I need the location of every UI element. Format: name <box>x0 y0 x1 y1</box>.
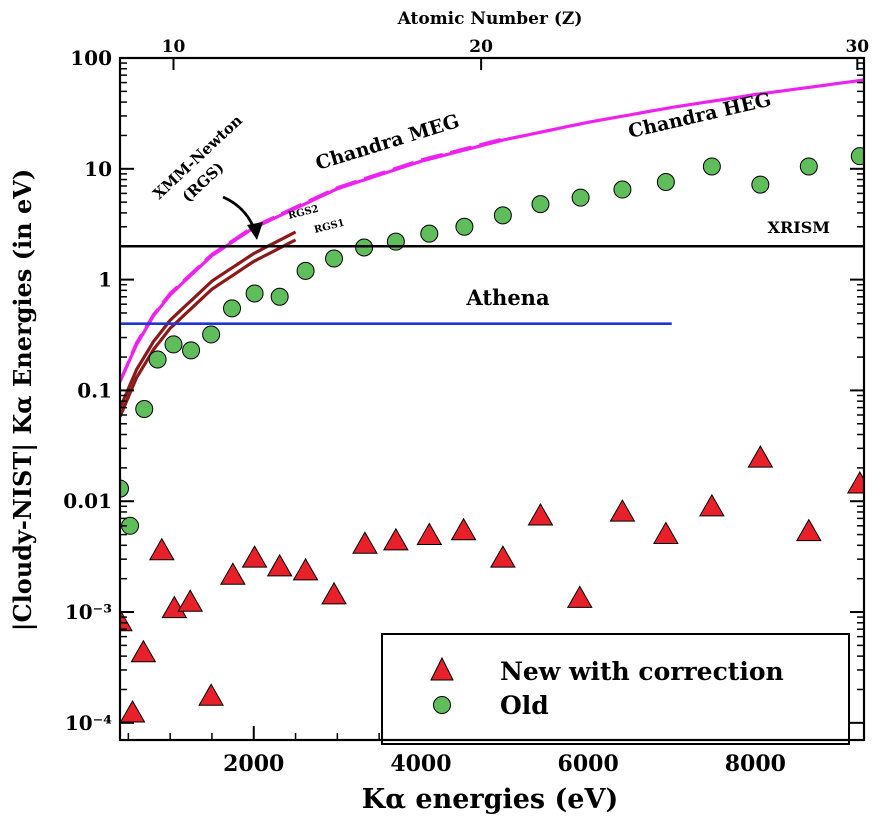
chandra-meg-curve <box>120 137 505 383</box>
y-tick-label: 1 <box>98 268 112 292</box>
circle-marker <box>148 350 167 369</box>
legend-label-old: Old <box>500 691 549 720</box>
x-tick-label: 8000 <box>725 751 786 777</box>
xmm-arrow-head <box>247 222 263 240</box>
x-axis-title: Kα energies (eV) <box>362 784 618 815</box>
triangle-marker <box>352 531 378 554</box>
y-tick-label: 0.01 <box>63 489 112 513</box>
legend-label-new: New with correction <box>500 657 784 686</box>
x-tick-label: 4000 <box>390 751 451 777</box>
circle-marker <box>135 399 154 418</box>
circle-marker <box>164 335 183 354</box>
triangle-marker <box>566 585 593 608</box>
circle-marker <box>799 157 818 176</box>
top-axis-title: Atomic Number (Z) <box>397 9 583 29</box>
triangle-marker <box>321 581 347 605</box>
circle-marker <box>270 287 289 306</box>
rgs2-label: RGS2 <box>287 204 320 222</box>
athena-label: Athena <box>465 285 550 310</box>
top-tick-label: 20 <box>469 37 493 57</box>
triangle-marker <box>120 608 133 632</box>
y-tick-label: 10⁻⁴ <box>65 711 112 735</box>
plot-area <box>120 78 864 723</box>
triangle-marker <box>609 499 636 522</box>
triangle-marker <box>450 517 477 541</box>
y-tick-label: 10 <box>84 157 112 181</box>
triangle-marker <box>292 557 319 581</box>
circle-marker <box>223 299 242 318</box>
x-tick-label: 6000 <box>558 751 619 777</box>
circle-marker <box>245 284 264 303</box>
circle-marker <box>751 175 770 194</box>
triangle-marker <box>653 521 679 545</box>
circle-marker <box>455 217 474 236</box>
legend-triangle-marker <box>430 656 454 681</box>
circle-marker <box>325 249 344 268</box>
legend: New with correction Old <box>381 633 850 745</box>
top-tick-label: 10 <box>162 37 186 57</box>
triangle-marker <box>490 545 516 568</box>
legend-box <box>381 633 850 745</box>
circle-marker <box>420 224 439 243</box>
triangle-marker <box>416 522 443 546</box>
circle-marker <box>493 206 512 225</box>
circle-marker <box>702 157 721 176</box>
circle-marker <box>850 147 864 166</box>
y-tick-label: 10⁻³ <box>65 600 112 624</box>
triangle-marker <box>527 503 554 526</box>
axis-ticks: 10⁻⁴ 10⁻³ 0.01 0.1 1 10 100 2000 4000 6000 8000 10 2… <box>63 37 869 777</box>
triangle-marker <box>219 562 246 585</box>
circle-marker <box>571 188 590 207</box>
rgs2-curve <box>120 230 297 409</box>
triangle-marker <box>130 639 157 663</box>
triangle-marker <box>120 700 146 723</box>
triangle-marker <box>383 527 409 551</box>
chandra-meg-label: Chandra MEG <box>313 110 462 175</box>
triangle-marker <box>795 518 822 542</box>
x-tick-label: 2000 <box>223 751 284 777</box>
chandra-heg-label: Chandra HEG <box>626 89 773 143</box>
rgs1-curve <box>120 238 297 418</box>
circle-marker <box>531 195 550 214</box>
y-tick-label: 100 <box>70 46 112 70</box>
top-tick-label: 30 <box>845 37 869 57</box>
triangle-marker <box>266 553 293 577</box>
circle-marker <box>202 325 221 344</box>
triangle-marker <box>177 589 204 612</box>
triangle-marker <box>148 537 175 561</box>
plot-frame <box>118 56 866 742</box>
y-tick-label: 0.1 <box>77 378 112 402</box>
circle-marker <box>656 173 675 192</box>
triangle-marker <box>698 493 725 517</box>
circle-marker <box>296 261 315 280</box>
legend-circle-marker <box>433 696 451 714</box>
triangle-marker <box>241 545 268 568</box>
xrism-label: XRISM <box>768 218 830 237</box>
circle-marker <box>182 341 201 360</box>
triangle-marker <box>747 445 774 468</box>
y-axis-title: |Cloudy-NIST| Kα Energies (in eV) <box>8 169 37 631</box>
circle-marker <box>120 479 129 498</box>
rgs1-label: RGS1 <box>313 218 346 236</box>
triangle-marker <box>198 683 224 706</box>
circle-marker <box>613 180 632 199</box>
circle-marker <box>386 232 405 251</box>
plot-layer <box>120 78 864 723</box>
triangle-marker <box>846 471 864 494</box>
